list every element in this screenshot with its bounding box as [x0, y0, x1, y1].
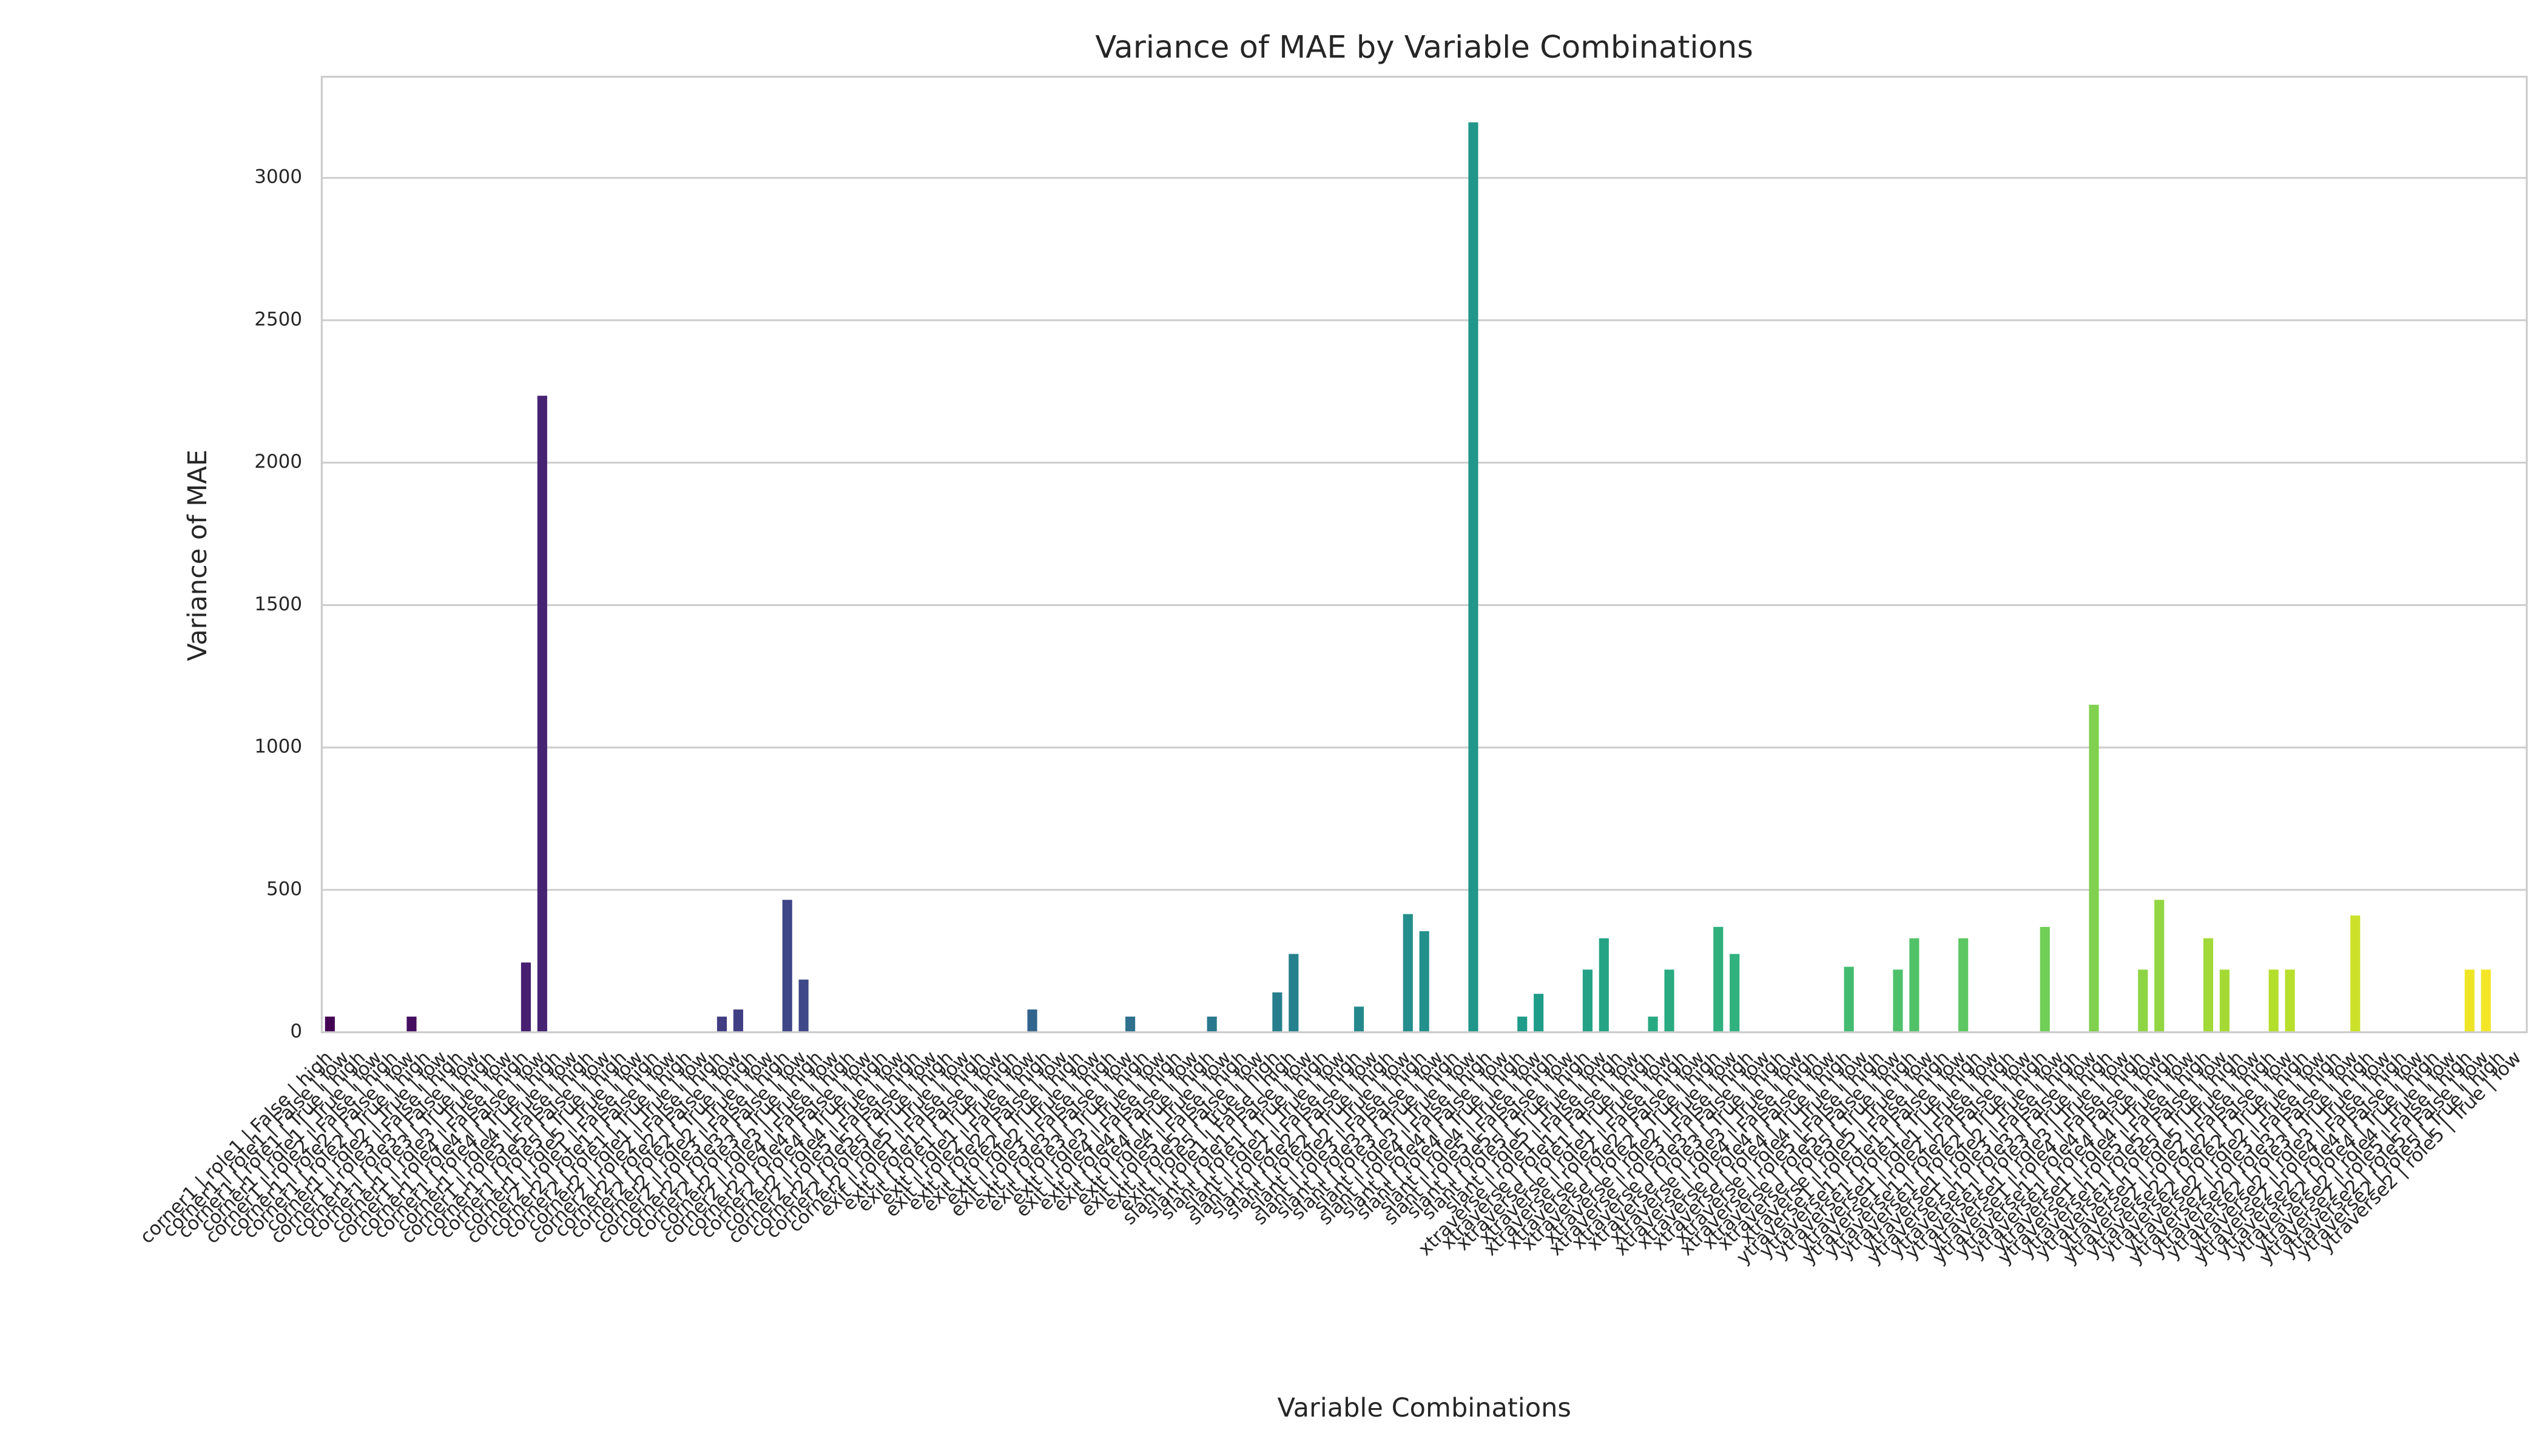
y-tick-label: 0 [290, 1020, 302, 1042]
bar [1403, 914, 1413, 1033]
y-tick-label: 500 [266, 878, 302, 900]
y-axis-label: Variance of MAE [183, 450, 213, 661]
bar [1289, 954, 1299, 1033]
bar [1958, 938, 1969, 1033]
bar [2040, 926, 2050, 1033]
bar [1272, 992, 1282, 1033]
bar [2089, 704, 2099, 1033]
bar [2285, 969, 2295, 1033]
bar [406, 1016, 417, 1033]
y-tick-label: 2000 [254, 451, 302, 473]
bar [1599, 938, 1609, 1033]
chart-title: Variance of MAE by Variable Combinations [1095, 30, 1753, 66]
bar [1207, 1016, 1217, 1033]
bar [1730, 954, 1740, 1033]
y-tick-label: 3000 [254, 166, 302, 188]
bar [1468, 122, 1478, 1033]
bar [2481, 969, 2491, 1033]
bars [325, 122, 2491, 1033]
bar [537, 396, 547, 1033]
bar [733, 1009, 744, 1033]
bar [1353, 1006, 1364, 1033]
bar [1648, 1016, 1658, 1033]
y-tick-label: 1500 [254, 593, 302, 615]
y-tick-label: 2500 [254, 308, 302, 330]
bar [2464, 969, 2475, 1033]
bar [1909, 938, 1919, 1033]
x-axis-label: Variable Combinations [1278, 1393, 1571, 1423]
bar [2203, 938, 2214, 1033]
bar [521, 962, 531, 1033]
plot-frame [320, 75, 2528, 1034]
bar [2268, 969, 2279, 1033]
bar [1419, 931, 1429, 1033]
y-tick-label: 1000 [254, 736, 302, 758]
bar [1027, 1009, 1037, 1033]
bar [2154, 900, 2165, 1033]
bar [2350, 915, 2361, 1033]
bar [1517, 1016, 1528, 1033]
bar [1582, 969, 1592, 1033]
bar [782, 900, 792, 1033]
bar [1534, 994, 1544, 1033]
bar [325, 1016, 335, 1033]
bar [2138, 969, 2148, 1033]
bar [798, 979, 809, 1033]
bar [1844, 966, 1854, 1033]
bar [1713, 926, 1724, 1033]
bar [1125, 1016, 1136, 1033]
bar [2219, 969, 2230, 1033]
bar [1664, 969, 1674, 1033]
bar [1893, 969, 1903, 1033]
bar [716, 1016, 727, 1033]
